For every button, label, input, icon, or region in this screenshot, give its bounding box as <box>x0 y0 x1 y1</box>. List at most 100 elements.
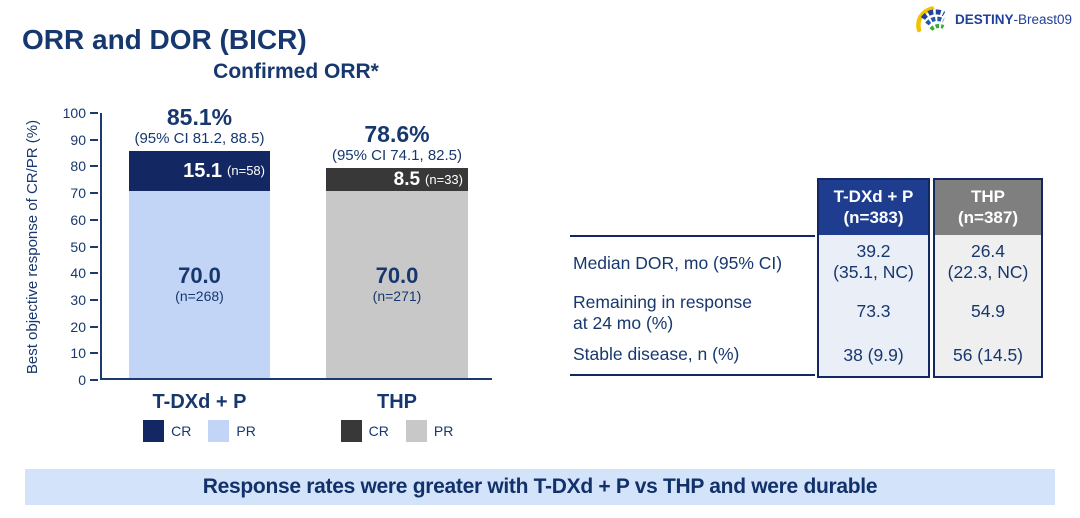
column-header-tdxd-p: T-DXd + P (n=383) <box>819 180 928 235</box>
row-label-line: Median DOR, mo (95% CI) <box>573 252 783 273</box>
y-tick-mark <box>90 298 98 301</box>
y-tick-label: 50 <box>70 238 86 255</box>
y-tick-mark <box>90 245 98 248</box>
cell-line: 54.9 <box>970 300 1006 321</box>
y-tick-mark <box>90 165 98 168</box>
legend-label-cr: CR <box>171 423 192 439</box>
y-tick: 80 <box>58 158 98 174</box>
cell-stable-disease-thp: 56 (14.5) <box>935 334 1041 376</box>
cell-stable-disease-tdxd: 38 (9.9) <box>819 334 928 376</box>
cell-median-dor-thp: 26.4 (22.3, NC) <box>935 235 1041 288</box>
y-tick-label: 10 <box>70 345 86 362</box>
row-label-line: Remaining in response <box>573 291 752 312</box>
y-tick: 100 <box>58 105 98 121</box>
y-tick-label: 0 <box>78 372 86 388</box>
row-label-remaining-in-response: Remaining in response at 24 mo (%) <box>570 290 815 336</box>
y-tick: 90 <box>58 132 98 148</box>
y-tick-label: 20 <box>70 318 86 335</box>
y-tick-label: 70 <box>70 185 86 202</box>
y-tick: 10 <box>58 345 98 361</box>
logo-study-suffix: -Breast09 <box>1013 11 1072 27</box>
orr-ci-tdxd-p: (95% CI 81.2, 88.5) <box>134 129 265 147</box>
row-label-line: at 24 mo (%) <box>573 313 674 333</box>
y-tick-mark <box>90 325 98 328</box>
destiny-breast09-logo: DESTINY-Breast09 <box>913 5 1072 33</box>
cell-line: 38 (9.9) <box>843 344 904 365</box>
legend-tdxd-p: CR PR <box>129 420 270 442</box>
y-tick: 30 <box>58 292 98 308</box>
y-tick: 40 <box>58 265 98 281</box>
cell-line: 73.3 <box>856 300 891 321</box>
y-tick-label: 90 <box>70 131 86 148</box>
y-tick: 60 <box>58 212 98 228</box>
y-tick-mark <box>90 272 98 275</box>
cell-line: (35.1, NC) <box>833 261 914 282</box>
dor-table-row-labels: Median DOR, mo (95% CI) Remaining in res… <box>570 235 815 376</box>
dor-table-column-tdxd-p: T-DXd + P (n=383) 39.2 (35.1, NC) 73.3 3… <box>817 178 930 378</box>
logo-text: DESTINY-Breast09 <box>955 12 1072 27</box>
y-axis-ticks: 0 10 20 30 40 50 60 70 80 90 100 <box>56 105 98 388</box>
cell-remaining-tdxd: 73.3 <box>819 288 928 334</box>
cell-line: (22.3, NC) <box>947 261 1029 282</box>
cell-line: 56 (14.5) <box>952 344 1024 365</box>
bar-annotation-tdxd-p: 85.1% (95% CI 81.2, 88.5) <box>80 103 320 148</box>
y-tick-mark <box>90 379 98 381</box>
column-body-thp: 26.4 (22.3, NC) 54.9 56 (14.5) <box>935 235 1041 376</box>
column-header-line: (n=383) <box>843 207 904 227</box>
row-label-stable-disease: Stable disease, n (%) <box>570 336 815 374</box>
bar-segment-cr-thp: 8.5 (n=33) <box>326 168 468 192</box>
conclusion-text: Response rates were greater with T-DXd +… <box>202 475 878 498</box>
y-axis-title: Best objective response of CR/PR (%) <box>24 119 41 375</box>
plot-area: 85.1% (95% CI 81.2, 88.5) 15.1 (n=58) 70… <box>100 104 492 380</box>
bar-segment-pr-tdxd-p: 70.0 (n=268) <box>129 191 270 378</box>
y-tick-label: 40 <box>70 265 86 282</box>
bar-annotation-thp: 78.6% (95% CI 74.1, 82.5) <box>277 121 517 165</box>
y-tick-mark <box>90 218 98 221</box>
bar-segment-pr-thp: 70.0 (n=271) <box>326 191 468 378</box>
legend-label-pr: PR <box>433 423 454 439</box>
y-tick-label: 100 <box>62 105 86 121</box>
column-body-tdxd-p: 39.2 (35.1, NC) 73.3 38 (9.9) <box>819 235 928 376</box>
logo-study-name: DESTINY <box>954 11 1014 27</box>
page-title: ORR and DOR (BICR) <box>22 24 307 55</box>
column-header-line: T-DXd + P <box>833 187 914 207</box>
destiny-logo-icon <box>916 6 946 33</box>
cell-line: 39.2 <box>856 240 891 261</box>
y-tick: 20 <box>58 319 98 335</box>
legend-swatch-pr-tdxd <box>208 420 230 442</box>
y-tick-mark <box>90 112 98 114</box>
row-label-line: Stable disease, n (%) <box>573 344 740 365</box>
pr-count-label: (n=271) <box>372 288 422 305</box>
y-tick-mark <box>90 352 98 355</box>
y-tick-label: 30 <box>70 291 86 308</box>
bar-segment-cr-tdxd-p: 15.1 (n=58) <box>129 150 270 192</box>
orr-total-tdxd-p: 85.1% <box>166 103 233 130</box>
cr-value-label: 8.5 <box>393 169 421 191</box>
legend-swatch-cr-tdxd <box>143 420 165 442</box>
bar-tdxd-p: 85.1% (95% CI 81.2, 88.5) 15.1 (n=58) 70… <box>129 104 270 378</box>
pr-value-label: 70.0 <box>375 263 419 289</box>
pr-count-label: (n=268) <box>175 288 224 305</box>
cr-value-label: 15.1 <box>183 159 223 182</box>
conclusion-banner: Response rates were greater with T-DXd +… <box>25 469 1055 505</box>
orr-total-thp: 78.6% <box>364 121 430 148</box>
orr-ci-thp: (95% CI 74.1, 82.5) <box>331 147 463 165</box>
y-tick: 50 <box>58 239 98 255</box>
y-tick: 0 <box>58 372 98 388</box>
column-header-line: THP <box>971 187 1005 207</box>
legend-swatch-pr-thp <box>405 420 427 442</box>
y-tick-label: 60 <box>70 211 86 228</box>
bar-thp: 78.6% (95% CI 74.1, 82.5) 8.5 (n=33) 70.… <box>326 121 468 378</box>
x-label-thp: THP <box>377 391 417 413</box>
chart-title: Confirmed ORR* <box>213 60 379 83</box>
pr-value-label: 70.0 <box>178 263 221 289</box>
y-tick-label: 80 <box>70 158 86 175</box>
cr-count-label: (n=58) <box>227 163 265 179</box>
x-label-tdxd-p: T-DXd + P <box>152 391 247 413</box>
y-tick: 70 <box>58 185 98 201</box>
column-header-line: (n=387) <box>958 207 1018 227</box>
y-tick-mark <box>90 192 98 195</box>
cell-remaining-thp: 54.9 <box>935 288 1041 334</box>
legend-label-pr: PR <box>236 423 256 439</box>
legend-thp: CR PR <box>326 420 468 442</box>
